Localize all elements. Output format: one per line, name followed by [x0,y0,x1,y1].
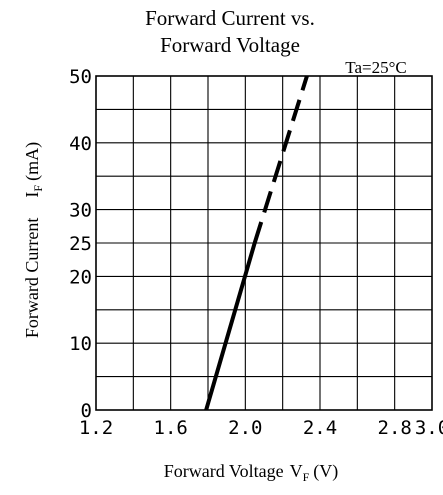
tick-label-layer: 1.2 1.6 2.0 2.4 2.83.0 0 10 20 25 30 40 50 [69,66,443,439]
temperature-annotation: Ta=25°C [345,58,406,77]
y-axis-label: Forward Current IF (mA) [22,142,45,338]
y-tick-label: 30 [69,200,92,222]
x-axis-label: Forward Voltage VF (V) [164,461,339,484]
x-tick-label: 2.0 [228,417,262,439]
x-tick-label: 1.2 [79,417,113,439]
x-tick-label: 1.6 [154,417,188,439]
iv-curve-solid-segment [204,242,257,411]
y-axis-label-prefix: Forward Current [22,218,42,338]
y-axis-label-unit: (mA) [22,142,43,181]
x-tick-label: 3.0 [415,417,443,439]
y-tick-label: 50 [69,66,92,88]
y-tick-label: 25 [69,233,92,255]
y-tick-label: 40 [69,133,92,155]
chart-title-line1: Forward Current vs. [145,6,315,30]
x-axis-label-unit: (V) [313,461,338,482]
chart-title-line2: Forward Voltage [160,33,300,57]
y-tick-label: 20 [69,266,92,288]
y-tick-label: 0 [81,400,92,422]
x-tick-label: 2.8 [378,417,412,439]
x-tick-label: 2.4 [303,417,337,439]
x-axis-label-subscript: F [303,470,310,484]
y-tick-label: 10 [69,333,92,355]
series-layer [204,75,309,411]
x-axis-label-prefix: Forward Voltage [164,461,284,481]
y-axis-label-symbol: I [22,192,42,198]
x-axis-label-symbol: V [290,461,303,481]
y-axis-label-subscript: F [31,185,45,192]
grid-layer [95,75,433,411]
iv-curve-dashed-segment [252,75,309,244]
